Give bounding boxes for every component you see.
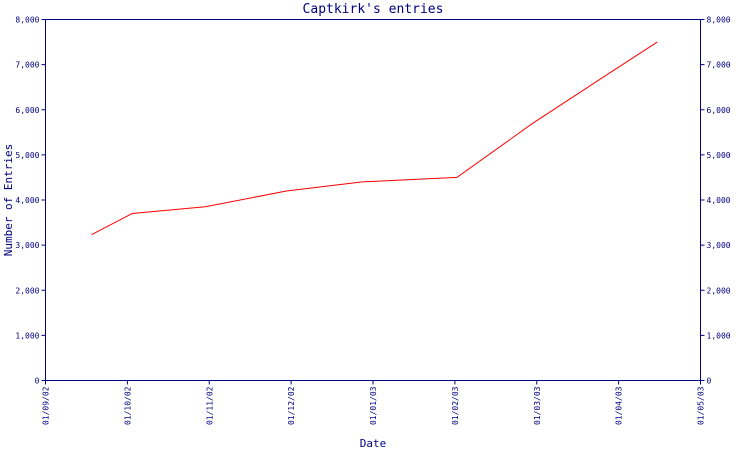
y-axis-ticks-left: 0 1,000 2,000 3,000 4,000 5,000 6,000 7,000 8,00… (15, 16, 46, 386)
x-tick-label: 01/01/03 (369, 386, 378, 425)
series-group (91, 41, 658, 236)
y-tick-label-right: 1,000 (707, 331, 731, 340)
y-tick-label-right: 3,000 (707, 241, 731, 250)
y-tick-label: 0 (35, 377, 40, 386)
y-axis-label: Number of Entries (2, 144, 15, 257)
x-tick-label: 01/04/03 (615, 386, 624, 425)
y-tick-label-right: 6,000 (707, 106, 731, 115)
x-tick-label: 01/02/03 (451, 386, 460, 425)
x-tick-label: 01/12/02 (287, 386, 296, 425)
y-tick-label: 8,000 (15, 16, 39, 25)
y-tick-label-right: 2,000 (707, 286, 731, 295)
y-tick-label: 6,000 (15, 106, 39, 115)
y-tick-label: 3,000 (15, 241, 39, 250)
y-axis-ticks-right: 0 1,000 2,000 3,000 4,000 5,000 6,000 7,000 8,00… (700, 16, 731, 386)
y-tick-label-right: 7,000 (707, 61, 731, 70)
chart-title: Captkirk's entries (303, 2, 444, 17)
y-tick-label-right: 4,000 (707, 196, 731, 205)
x-axis-label: Date (360, 437, 387, 450)
x-tick-label: 01/05/03 (697, 386, 706, 425)
y-tick-label: 4,000 (15, 196, 39, 205)
y-tick-label: 2,000 (15, 286, 39, 295)
series-line (91, 41, 658, 236)
y-tick-label-right: 5,000 (707, 151, 731, 160)
x-tick-label: 01/10/02 (123, 386, 132, 425)
plot-area-frame (45, 19, 701, 381)
y-tick-label-right: 8,000 (707, 16, 731, 25)
y-tick-label: 5,000 (15, 151, 39, 160)
y-tick-label: 1,000 (15, 331, 39, 340)
y-tick-label: 7,000 (15, 61, 39, 70)
x-axis-ticks: 01/09/02 01/10/02 01/11/02 01/12/02 01/01/03… (42, 380, 706, 425)
y-tick-label-right: 0 (707, 377, 712, 386)
x-tick-label: 01/09/02 (42, 386, 51, 425)
x-tick-label: 01/03/03 (533, 386, 542, 425)
x-tick-label: 01/11/02 (205, 386, 214, 425)
